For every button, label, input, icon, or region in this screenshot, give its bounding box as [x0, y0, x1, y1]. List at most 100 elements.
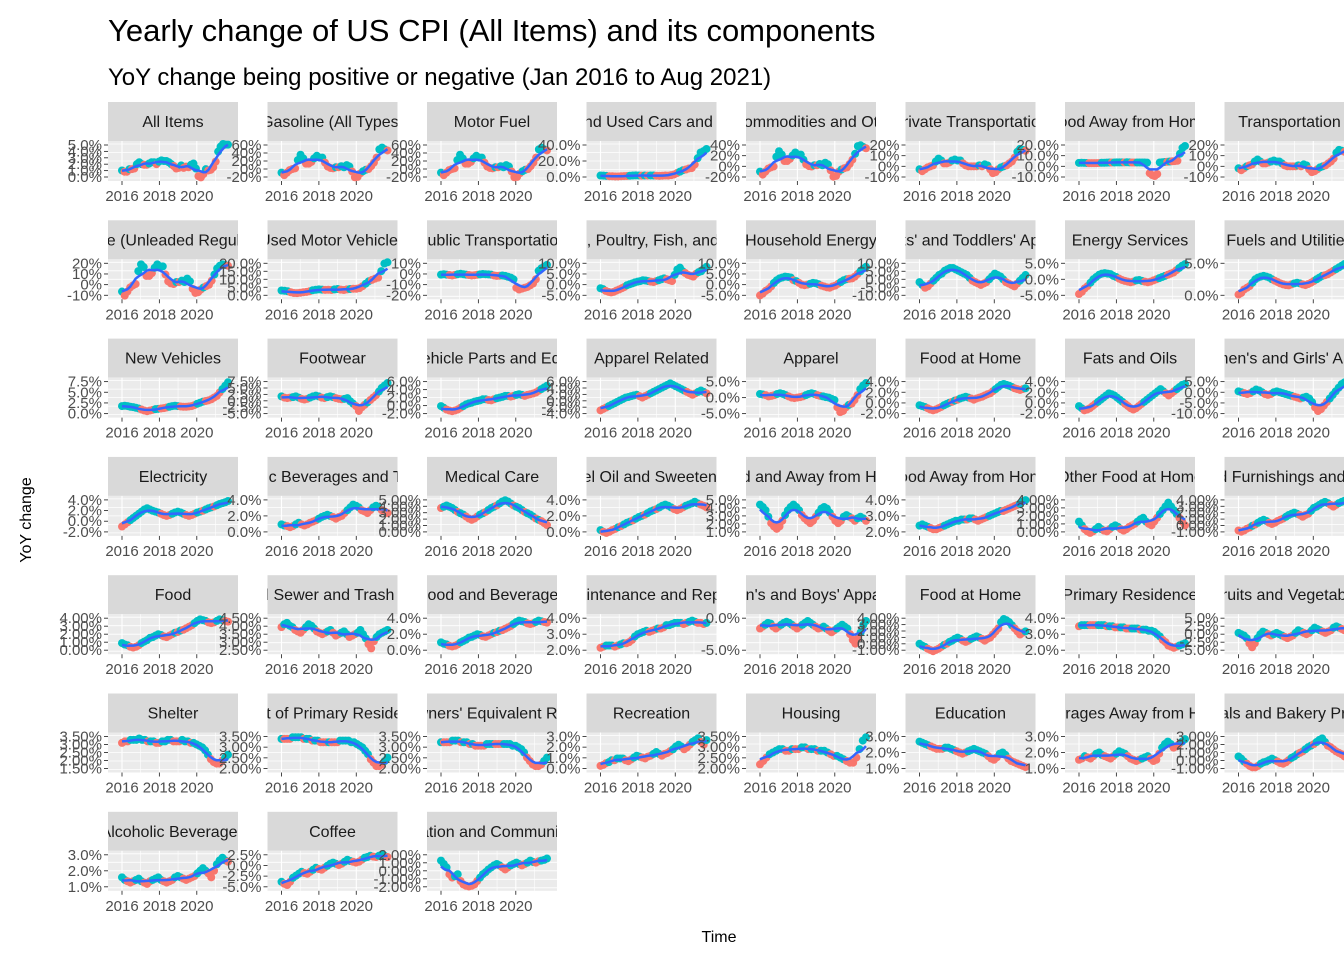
y-tick-label: 0% [80, 277, 102, 294]
facet-strip [267, 693, 398, 733]
y-tick-label: 0.0% [1184, 626, 1218, 643]
y-tick-label: 1.00% [1016, 516, 1059, 533]
series-points [915, 737, 1030, 772]
trend-line [281, 267, 389, 294]
data-point [1153, 170, 1162, 179]
y-tick-label: 1.0% [68, 879, 102, 896]
facet-strip-label: Food at Home [920, 587, 1021, 604]
x-tick-label: 2020 [978, 188, 1011, 205]
y-tick-label: 20.0% [219, 255, 262, 272]
y-tick-label: 4.0% [546, 492, 580, 509]
facet-panel: Beverages Away from Home 3.0%2.0%1.0%2016… [1025, 693, 1195, 797]
y-tick-label: 1.00% [857, 629, 900, 646]
y-tick-label: -2.00% [373, 879, 421, 896]
y-tick-label: 2.00% [857, 623, 900, 640]
series-points [277, 379, 392, 415]
trend-line [281, 506, 388, 528]
y-tick-label: 0.0% [706, 610, 740, 627]
facet-panel: Food and Away from Home5.0%4.0%3.0%2.0%1… [706, 456, 876, 560]
data-point [862, 144, 870, 153]
series-points [915, 263, 1030, 292]
data-point [702, 144, 711, 153]
facet-strip-label: Primary Residence [1062, 587, 1197, 604]
facet-panel: Housing 3.50%3.00%2.50%2.00%2016 2018 2020 [697, 693, 876, 797]
y-tick-label: 20% [710, 148, 740, 165]
x-tick-label: 2016 [105, 425, 138, 442]
x-tick-label: 2020 [978, 661, 1011, 678]
y-tick-label: 7.5% [227, 374, 261, 391]
y-tick-label: 4.00% [1176, 492, 1219, 509]
series-points [1075, 380, 1189, 415]
y-tick-label: 1.0% [1025, 761, 1059, 778]
data-point [207, 873, 216, 882]
x-tick-label: 2020 [340, 425, 373, 442]
trend-line [759, 387, 867, 408]
x-tick-label: 2020 [340, 898, 373, 915]
y-tick-label: -2.0% [63, 524, 102, 541]
x-tick-label: 2016 [265, 188, 298, 205]
trend-line [121, 619, 229, 647]
y-tick-label: 20.0% [538, 153, 581, 170]
y-tick-label: -10% [1183, 169, 1218, 186]
data-point [1340, 378, 1344, 387]
x-tick-label: 2018 [621, 780, 654, 797]
facet-strip-label: All Items [142, 114, 203, 131]
facet-strip-label: Rent of Primary Residence [237, 706, 428, 723]
facet-strip-label: Household Energy [745, 232, 877, 249]
y-tick-label: -10.0% [1171, 406, 1219, 423]
trend-line [600, 739, 707, 766]
x-tick-label: 2018 [1259, 543, 1292, 560]
y-tick-label: 4.0% [387, 382, 421, 399]
facet-panel: Rent of Primary Residence3.50%3.00%2.50%… [219, 693, 428, 797]
facet-strip [586, 102, 717, 141]
y-tick-label: 3.0% [68, 847, 102, 864]
x-tick-label: 2020 [659, 306, 692, 323]
y-tick-label: 10% [869, 148, 899, 165]
y-tick-label: 0.0% [1184, 384, 1218, 401]
facet-panel: Men's and Boys' Apparel 0.0% -5.0%2016 2018… [701, 575, 876, 678]
x-tick-label: 2016 [424, 306, 457, 323]
y-tick-label: 6.0% [387, 374, 421, 391]
x-tick-label: 2020 [978, 425, 1011, 442]
x-tick-label: 2018 [462, 780, 495, 797]
series-points [915, 380, 1030, 415]
y-tick-label: 2.5% [1184, 618, 1218, 635]
y-tick-label: 40% [710, 137, 740, 154]
facet-panel: Apparel 5.0%0.0%-5.0%2016 2018 2020 [701, 338, 876, 442]
facet-strip [905, 338, 1036, 378]
x-tick-label: 2020 [818, 425, 851, 442]
y-tick-label: 10% [1188, 148, 1218, 165]
facet-strip [267, 456, 398, 496]
y-tick-label: 4.0% [387, 610, 421, 627]
y-tick-label: 0.00% [378, 524, 421, 541]
x-tick-label: 2020 [659, 780, 692, 797]
y-tick-label: -20% [386, 287, 421, 304]
y-tick-label: -10.0% [852, 287, 900, 304]
y-tick-label: 3.00% [1176, 498, 1219, 515]
x-tick-label: 2018 [940, 661, 973, 678]
facet-panel: Transportation 20%10%0%-10%2016 2018 2020 [1183, 102, 1344, 205]
facet-strip [427, 693, 557, 733]
x-tick-label: 2020 [180, 780, 213, 797]
y-tick-label: 4.0% [68, 143, 102, 160]
facet-panel: Electricity 4.0%2.0%0.0%-2.0%2016 2018 2020 [63, 456, 238, 560]
y-tick-label: 1.00% [59, 634, 102, 651]
y-tick-label: 2.0% [865, 384, 899, 401]
x-tick-label: 2016 [265, 306, 298, 323]
y-tick-label: -20% [705, 169, 740, 186]
facet-strip-label: Fuel Oil and Sweeteners [564, 469, 739, 486]
facet-panel: New Vehicles 7.5%5.0%2.5%0.0%2016 2018 2020 [68, 338, 238, 442]
x-tick-label: 2020 [1137, 661, 1170, 678]
data-point [1181, 260, 1189, 269]
series-points [277, 143, 392, 182]
y-tick-label: 1.00% [1176, 745, 1219, 762]
y-tick-label: 2.0% [865, 524, 899, 541]
y-tick-label: 4.0% [706, 500, 740, 517]
y-tick-label: 40% [231, 145, 261, 162]
chart-subtitle: YoY change being positive or negative (J… [108, 64, 771, 91]
y-tick-label: 0% [1197, 158, 1219, 175]
facet-panel: Education 3.0%2.0%1.0%2016 2018 2020 [865, 693, 1036, 797]
y-tick-label: 0.00% [1016, 524, 1059, 541]
facet-strip [267, 220, 398, 260]
